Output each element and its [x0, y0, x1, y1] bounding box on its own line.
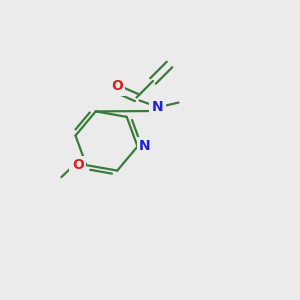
Text: O: O: [111, 79, 123, 93]
Text: N: N: [139, 140, 151, 154]
Text: N: N: [152, 100, 163, 114]
Text: O: O: [72, 158, 84, 172]
